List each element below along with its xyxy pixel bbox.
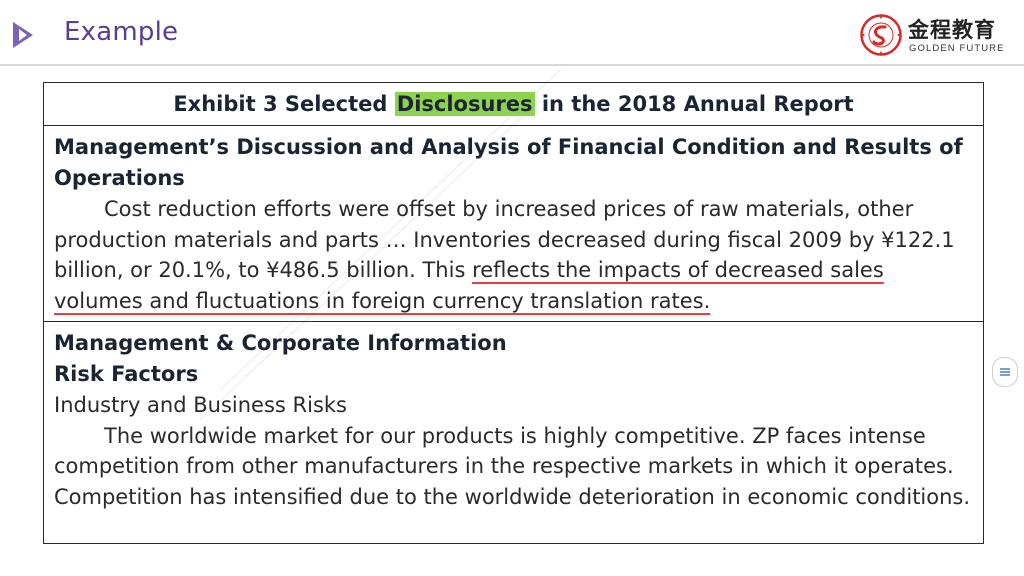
corporate-info-heading: Management & Corporate Information — [54, 331, 507, 355]
app-logo-icon — [13, 22, 33, 48]
scroll-handle[interactable] — [992, 357, 1018, 387]
scroll-handle-icon — [1000, 368, 1010, 376]
exhibit-title: Exhibit 3 Selected Disclosures in the 20… — [44, 83, 983, 126]
risk-body-text: The worldwide market for our products is… — [54, 423, 971, 509]
risk-section: Management & Corporate Information Risk … — [44, 322, 983, 512]
mdna-section: Management’s Discussion and Analysis of … — [44, 126, 983, 322]
risk-factors-heading: Risk Factors — [54, 362, 199, 386]
header-bar: Example 金程教育 GOLDEN FUTURE — [0, 0, 1024, 66]
header-divider — [0, 64, 1024, 66]
mdna-heading: Management’s Discussion and Analysis of … — [54, 135, 963, 190]
exhibit-table: Exhibit 3 Selected Disclosures in the 20… — [43, 82, 984, 544]
page-title: Example — [64, 17, 179, 47]
risk-body: The worldwide market for our products is… — [54, 421, 973, 513]
mdna-body-underlined: reflects the impacts of decreased sales … — [54, 258, 884, 313]
mdna-body-text: Cost reduction efforts were offset by in… — [54, 197, 955, 282]
risk-subheading: Industry and Business Risks — [54, 393, 347, 417]
logo-english-text: GOLDEN FUTURE — [909, 43, 1005, 54]
mdna-body: Cost reduction efforts were offset by in… — [54, 194, 973, 316]
logo-chinese-text: 金程教育 — [908, 18, 996, 42]
exhibit-title-suffix: in the 2018 Annual Report — [534, 92, 854, 116]
golden-future-seal-icon — [860, 14, 902, 56]
brand-logo: 金程教育 GOLDEN FUTURE — [860, 14, 1010, 58]
exhibit-title-highlight: Disclosures — [394, 92, 535, 116]
exhibit-title-prefix: Exhibit 3 Selected — [173, 92, 395, 116]
